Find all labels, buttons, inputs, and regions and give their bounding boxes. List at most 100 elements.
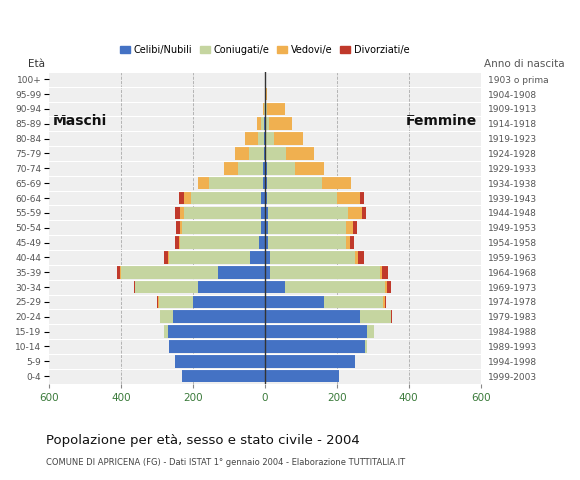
Bar: [264, 132, 266, 145]
Bar: [135, 281, 198, 293]
Bar: [266, 147, 285, 160]
Bar: [249, 147, 264, 160]
Bar: [269, 221, 346, 234]
Bar: [365, 340, 367, 353]
Bar: [164, 251, 168, 264]
Bar: [191, 192, 261, 204]
Bar: [362, 206, 366, 219]
Bar: [264, 355, 355, 368]
Bar: [209, 177, 263, 190]
Bar: [134, 281, 135, 293]
Bar: [264, 311, 360, 323]
Bar: [184, 192, 191, 204]
Bar: [180, 206, 184, 219]
Bar: [360, 192, 364, 204]
Bar: [257, 118, 261, 130]
Bar: [383, 296, 385, 308]
Bar: [180, 221, 182, 234]
Text: Maschi: Maschi: [52, 114, 107, 128]
Bar: [263, 103, 264, 115]
Bar: [324, 296, 383, 308]
Bar: [264, 296, 324, 308]
Bar: [267, 192, 337, 204]
Bar: [263, 177, 264, 190]
Bar: [198, 177, 209, 190]
Bar: [358, 251, 364, 264]
Bar: [350, 236, 354, 249]
Bar: [266, 118, 269, 130]
Bar: [266, 132, 274, 145]
Bar: [264, 206, 269, 219]
Bar: [264, 118, 266, 130]
Bar: [198, 281, 264, 293]
Bar: [264, 281, 285, 293]
Bar: [175, 236, 179, 249]
Bar: [261, 192, 264, 204]
Text: COMUNE DI APRICENA (FG) - Dati ISTAT 1° gennaio 2004 - Elaborazione TUTTITALIA.I: COMUNE DI APRICENA (FG) - Dati ISTAT 1° …: [46, 458, 405, 468]
Bar: [263, 162, 264, 175]
Text: Età: Età: [28, 59, 45, 69]
Bar: [121, 266, 218, 278]
Text: Popolazione per età, sesso e stato civile - 2004: Popolazione per età, sesso e stato civil…: [46, 434, 360, 447]
Bar: [267, 103, 285, 115]
Bar: [179, 236, 180, 249]
Legend: Celibi/Nubili, Coniugati/e, Vedovi/e, Divorziati/e: Celibi/Nubili, Coniugati/e, Vedovi/e, Di…: [116, 41, 414, 59]
Bar: [175, 206, 180, 219]
Bar: [158, 296, 193, 308]
Bar: [245, 132, 258, 145]
Bar: [261, 206, 264, 219]
Bar: [337, 192, 360, 204]
Bar: [269, 206, 347, 219]
Bar: [169, 251, 251, 264]
Bar: [264, 370, 339, 383]
Bar: [224, 162, 238, 175]
Bar: [285, 281, 385, 293]
Bar: [251, 251, 264, 264]
Bar: [367, 325, 374, 338]
Bar: [264, 147, 266, 160]
Bar: [264, 88, 267, 100]
Bar: [168, 251, 169, 264]
Bar: [346, 236, 350, 249]
Bar: [182, 221, 261, 234]
Bar: [176, 221, 180, 234]
Bar: [264, 103, 267, 115]
Bar: [157, 296, 158, 308]
Bar: [274, 132, 303, 145]
Bar: [269, 118, 292, 130]
Bar: [346, 221, 353, 234]
Bar: [261, 221, 264, 234]
Bar: [160, 311, 161, 323]
Bar: [238, 162, 263, 175]
Bar: [182, 370, 264, 383]
Bar: [218, 266, 264, 278]
Bar: [347, 206, 362, 219]
Bar: [164, 325, 168, 338]
Text: Femmine: Femmine: [406, 114, 477, 128]
Bar: [180, 236, 259, 249]
Text: Anno di nascita: Anno di nascita: [484, 59, 565, 69]
Bar: [264, 162, 267, 175]
Bar: [264, 192, 267, 204]
Bar: [264, 251, 270, 264]
Bar: [264, 221, 269, 234]
Bar: [267, 162, 295, 175]
Bar: [391, 311, 392, 323]
Bar: [193, 296, 264, 308]
Bar: [168, 325, 264, 338]
Bar: [322, 177, 351, 190]
Bar: [264, 325, 367, 338]
Bar: [120, 266, 121, 278]
Bar: [264, 340, 365, 353]
Bar: [267, 177, 322, 190]
Bar: [295, 162, 324, 175]
Bar: [385, 281, 387, 293]
Bar: [285, 147, 314, 160]
Bar: [259, 236, 264, 249]
Bar: [382, 266, 388, 278]
Bar: [264, 236, 269, 249]
Bar: [353, 221, 357, 234]
Bar: [387, 281, 392, 293]
Bar: [385, 296, 386, 308]
Bar: [261, 118, 264, 130]
